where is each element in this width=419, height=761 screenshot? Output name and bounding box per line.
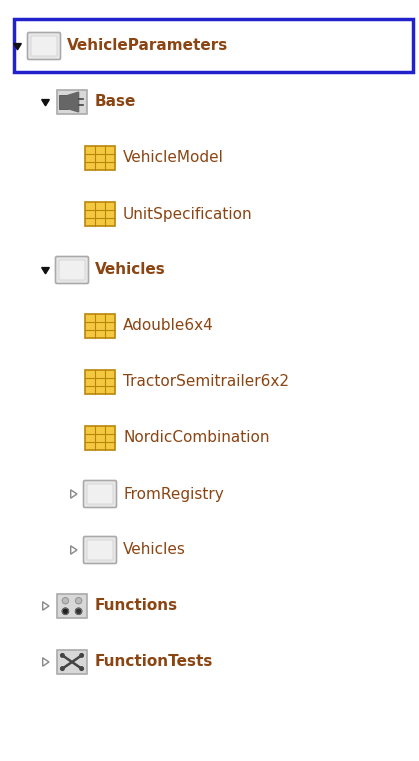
Circle shape <box>62 597 69 603</box>
Circle shape <box>61 667 64 670</box>
Bar <box>85 202 115 226</box>
Polygon shape <box>41 268 49 274</box>
FancyBboxPatch shape <box>83 480 116 508</box>
Bar <box>57 90 87 114</box>
FancyBboxPatch shape <box>87 484 113 504</box>
Text: Base: Base <box>95 94 136 110</box>
FancyBboxPatch shape <box>59 260 85 280</box>
Bar <box>85 314 115 338</box>
Bar <box>85 146 115 170</box>
Polygon shape <box>14 43 21 50</box>
Circle shape <box>62 608 69 614</box>
Text: UnitSpecification: UnitSpecification <box>123 206 253 221</box>
Text: Vehicles: Vehicles <box>123 543 186 558</box>
Text: VehicleModel: VehicleModel <box>123 151 224 165</box>
Bar <box>59 95 68 109</box>
Bar <box>85 370 115 394</box>
Bar <box>85 426 115 450</box>
FancyBboxPatch shape <box>83 537 116 563</box>
Polygon shape <box>68 92 79 112</box>
Circle shape <box>61 654 64 658</box>
Circle shape <box>75 608 82 614</box>
Text: Functions: Functions <box>95 598 178 613</box>
Circle shape <box>75 597 82 603</box>
Text: FromRegistry: FromRegistry <box>123 486 224 501</box>
Polygon shape <box>41 100 49 106</box>
Circle shape <box>80 654 83 658</box>
Text: NordicCombination: NordicCombination <box>123 431 269 445</box>
FancyBboxPatch shape <box>55 256 88 284</box>
FancyBboxPatch shape <box>28 33 60 59</box>
FancyBboxPatch shape <box>31 36 57 56</box>
Text: TractorSemitrailer6x2: TractorSemitrailer6x2 <box>123 374 289 390</box>
Text: Vehicles: Vehicles <box>95 263 166 278</box>
Text: Adouble6x4: Adouble6x4 <box>123 319 214 333</box>
FancyBboxPatch shape <box>87 540 113 560</box>
Bar <box>57 650 87 674</box>
Circle shape <box>80 667 83 670</box>
Bar <box>14 19 413 72</box>
Text: VehicleParameters: VehicleParameters <box>67 39 228 53</box>
Text: FunctionTests: FunctionTests <box>95 654 213 670</box>
Bar <box>57 594 87 618</box>
